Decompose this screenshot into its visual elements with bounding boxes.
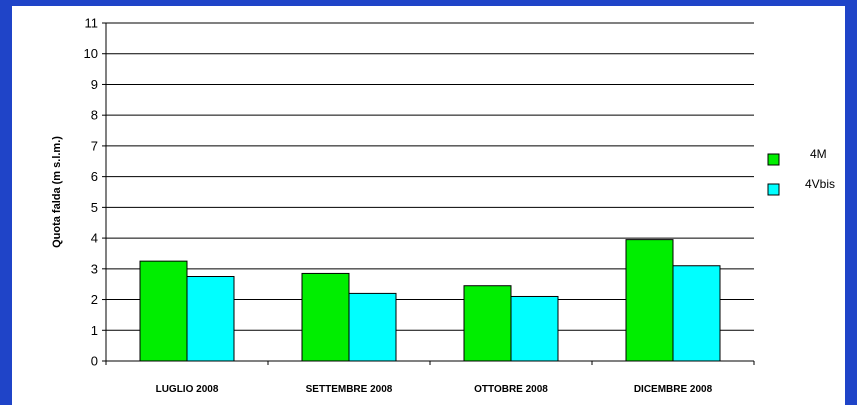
y-tick-label: 3 [91,261,98,276]
legend-label-4m: 4M [810,147,827,161]
legend: 4M 4Vbis [767,147,835,196]
legend-swatch-4m [767,153,780,166]
legend-label-4vbis: 4Vbis [805,177,835,191]
y-tick-label: 2 [91,292,98,307]
bar-4m-3 [625,239,674,362]
bar-4m-1 [301,272,350,362]
x-category-label: SETTEMBRE 2008 [306,384,393,395]
bar-4m-2 [463,285,512,362]
y-tick-label: 10 [84,46,98,61]
bar-4vbis-3 [672,265,721,362]
x-category-label: DICEMBRE 2008 [634,384,713,395]
bars [139,239,721,362]
y-tick-label: 9 [91,77,98,92]
chart-panel: 0 1 2 3 4 5 6 7 8 9 10 11 LUGLIO 2008 SETTEMBRE 2008… [12,6,845,405]
y-tick-label: 6 [91,169,98,184]
x-category-label: LUGLIO 2008 [156,384,219,395]
x-category-label: OTTOBRE 2008 [474,384,548,395]
y-tick-label: 0 [91,354,98,369]
bar-4m-0 [139,260,188,362]
bar-chart: 0 1 2 3 4 5 6 7 8 9 10 11 LUGLIO 2008 SETTEMBRE 2008… [51,16,835,396]
bar-4vbis-0 [186,276,235,362]
y-tick-labels: 0 1 2 3 4 5 6 7 8 9 10 11 [84,16,98,369]
axes [102,22,755,365]
y-tick-label: 8 [91,108,98,123]
bar-4vbis-1 [348,292,397,362]
bar-4vbis-2 [510,295,559,362]
y-tick-label: 1 [91,323,98,338]
y-tick-label: 11 [85,16,99,31]
y-tick-label: 5 [91,200,98,215]
y-axis-label: Quota falda (m s.l.m.) [51,136,63,248]
y-tick-label: 7 [91,138,98,153]
y-tick-label: 4 [91,231,98,246]
legend-swatch-4vbis [767,183,780,196]
x-category-labels: LUGLIO 2008 SETTEMBRE 2008 OTTOBRE 2008 DIC… [156,384,713,395]
